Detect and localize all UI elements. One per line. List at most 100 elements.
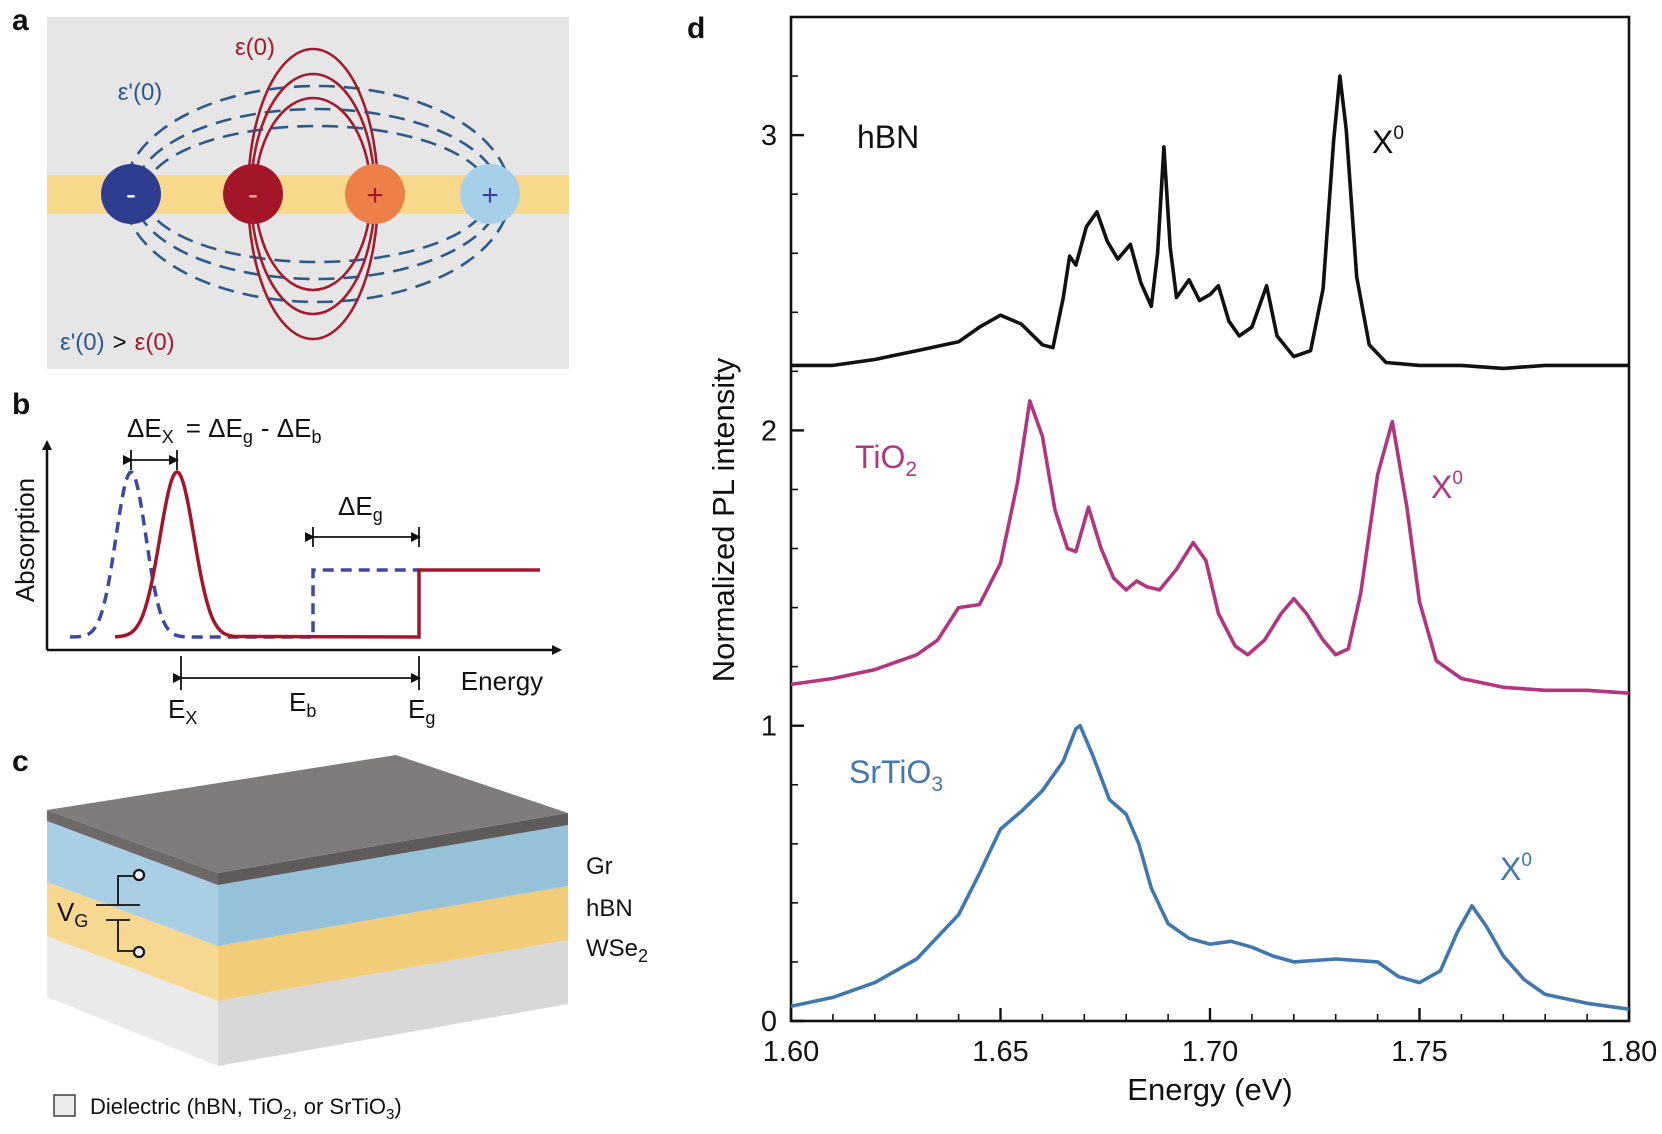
peak-label-SrTiO3: X0 <box>1500 850 1532 887</box>
eg-sub: g <box>425 708 435 728</box>
y-tick-label: 3 <box>761 120 777 152</box>
layer-label-wse2: WSe2 <box>586 935 648 966</box>
wse2-front <box>47 882 218 1001</box>
pl-curves <box>790 74 1630 1011</box>
charge-plus <box>345 164 405 224</box>
eq-delta-eb: - ΔE <box>261 413 312 443</box>
hbn-front <box>47 821 218 946</box>
peak-label-hBN: X0 <box>1372 123 1404 160</box>
eq-delta-ex-sub: X <box>162 427 174 447</box>
delta-eg-text: ΔE <box>338 491 373 521</box>
legend-s1: 2 <box>283 1106 291 1123</box>
legend-p2: , or SrTiO <box>292 1094 387 1119</box>
delta-eg-sub: g <box>373 505 383 525</box>
pl-curve-hBN <box>791 74 1629 371</box>
y-tick-label: 1 <box>761 711 777 743</box>
pl-curve-TiO2 <box>790 399 1630 695</box>
vg-text: V <box>57 897 75 927</box>
top-contact <box>132 868 146 882</box>
panel-label-a: a <box>12 4 29 37</box>
eq-delta-eg-sub: g <box>243 427 253 447</box>
panel-a: - - + + ε(0) ε'(0) ε'(0) > ε(0) <box>47 17 569 369</box>
x-tick-label: 1.60 <box>763 1036 819 1068</box>
eps-red-label: ε(0) <box>235 34 275 61</box>
eq-delta-eb-sub: b <box>311 427 321 447</box>
series-label-TiO2: TiO2 <box>855 439 917 481</box>
x-tick-label: 1.80 <box>1601 1036 1657 1068</box>
bottom-contact <box>132 945 146 959</box>
eps-comparison-op: > <box>113 329 127 356</box>
x-tick-label: 1.65 <box>972 1036 1028 1068</box>
charge-sign-1: - <box>126 178 136 211</box>
series-label-main: SrTiO <box>849 754 931 790</box>
eg-text: E <box>408 694 425 724</box>
peak-label-main: X <box>1431 469 1452 505</box>
energy-label: Energy <box>461 666 543 696</box>
dielectric-legend-swatch <box>53 1094 76 1117</box>
ex-label: EX <box>168 694 197 728</box>
gr-top <box>47 755 568 873</box>
absorption-label: Absorption <box>10 478 40 602</box>
y-tick-label: 0 <box>761 1006 777 1038</box>
unscreened-absorption-curve <box>114 470 540 639</box>
layer-label-hbn: hBN <box>586 895 633 922</box>
gr-side <box>218 813 568 885</box>
series-label-SrTiO3: SrTiO3 <box>849 754 943 796</box>
eps-comparison-blue: ε'(0) <box>60 329 105 356</box>
eg-label: Eg <box>408 694 435 728</box>
peak-label-sup: 0 <box>1393 123 1404 144</box>
eps-comparison: ε'(0) > ε(0) <box>60 329 175 356</box>
peak-label-TiO2: X0 <box>1431 468 1463 505</box>
hbn-side <box>218 825 568 946</box>
y-tick-label: 2 <box>761 415 777 447</box>
charge-plus-screened <box>460 164 520 224</box>
charge-minus-screened <box>101 164 161 224</box>
vg-label: VG <box>57 897 88 931</box>
pl-curve-SrTiO3 <box>790 723 1630 1011</box>
axis-ticks: 1.60 1.65 1.70 1.75 1.80 0 1 2 3 <box>761 16 1657 1068</box>
eb-label: Eb <box>289 687 316 721</box>
series-label-hBN: hBN <box>857 119 919 155</box>
eb-sub: b <box>306 701 316 721</box>
gr-front <box>47 810 218 885</box>
eps-blue-label: ε'(0) <box>118 79 163 106</box>
dielectric-legend-text: Dielectric (hBN, TiO2, or SrTiO3) <box>90 1094 402 1123</box>
charge-minus <box>223 164 283 224</box>
legend-p1: Dielectric (hBN, TiO <box>90 1094 283 1119</box>
series-label-sub: 2 <box>905 458 917 481</box>
dielectric-front <box>47 936 218 1066</box>
vg-sub: G <box>74 911 88 931</box>
eq-delta-eg: = ΔE <box>186 413 243 443</box>
x-axis-label: Energy (eV) <box>1127 1072 1292 1107</box>
peak-label-main: X <box>1372 124 1393 160</box>
x-tick-label: 1.70 <box>1182 1036 1238 1068</box>
panel-b: Absorption Energy ΔEX = ΔEg - ΔEb ΔEg EX E… <box>10 413 562 728</box>
delta-equation: ΔEX = ΔEg - ΔEb <box>127 413 321 447</box>
panel-label-d: d <box>687 12 705 45</box>
panel-c: VG Gr hBN WSe2 Dielectric (hBN, TiO2, or… <box>47 755 648 1123</box>
series-label-sub: 3 <box>931 773 943 796</box>
panel-label-b: b <box>12 388 30 421</box>
y-axis-label: Normalized PL intensity <box>706 357 741 682</box>
charge-sign-4: + <box>481 179 499 212</box>
series-label-main: hBN <box>857 119 919 155</box>
legend-s2: 3 <box>386 1106 394 1123</box>
legend-p3: ) <box>394 1094 401 1119</box>
ex-sub: X <box>185 708 197 728</box>
peak-label-main: X <box>1500 851 1521 887</box>
dielectric-side <box>218 940 568 1066</box>
screened-absorption-curve <box>69 470 419 639</box>
ex-text: E <box>168 694 185 724</box>
charge-sign-2: - <box>248 178 258 211</box>
gate-circuit <box>96 875 140 952</box>
delta-eg-label: ΔEg <box>338 491 383 525</box>
x-tick-label: 1.75 <box>1391 1036 1447 1068</box>
eb-text: E <box>289 687 306 717</box>
charge-sign-3: + <box>366 179 384 212</box>
series-label-main: TiO <box>855 439 905 475</box>
wse2-sub: 2 <box>638 946 648 966</box>
eps-comparison-red: ε(0) <box>135 329 175 356</box>
